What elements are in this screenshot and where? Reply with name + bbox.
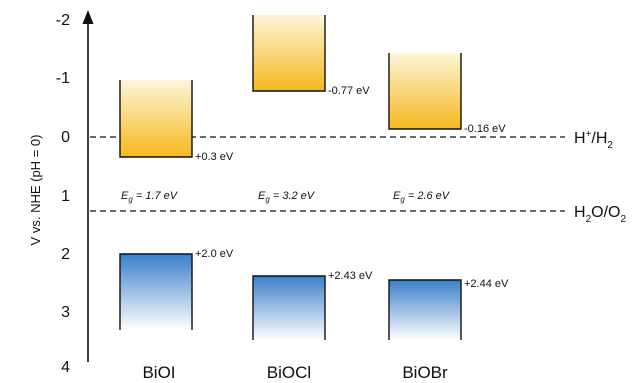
bioi-conduction-band — [120, 80, 192, 157]
bioi-band-gap-label: Eg = 1.7 eV — [121, 190, 179, 204]
biobr-valence-band — [389, 280, 461, 340]
biocl-material-label: BiOCl — [267, 363, 311, 382]
bioi-valence-band — [120, 254, 192, 330]
y-tick-label: -2 — [56, 12, 70, 29]
biobr-material-label: BiOBr — [402, 363, 448, 382]
biocl-valence-band — [253, 276, 325, 340]
y-tick-label: 3 — [61, 304, 70, 321]
biobr-band-gap-label: Eg = 2.6 eV — [393, 190, 451, 204]
y-tick-label: 2 — [61, 246, 70, 263]
biocl-conduction-band-outline — [252, 15, 326, 92]
y-axis-label: V vs. NHE (pH = 0) — [28, 135, 43, 246]
biobr-valence-band-outline — [388, 279, 462, 340]
biocl-cb-edge-label: -0.77 eV — [328, 85, 370, 97]
biobr-vb-edge-label: +2.44 eV — [464, 278, 509, 290]
y-tick-labels: -2 -1 0 1 2 3 4 — [56, 12, 70, 376]
y-tick-label: 1 — [61, 188, 70, 205]
h2o-o2-label: H2O/O2 — [574, 204, 626, 225]
biocl-conduction-band — [253, 15, 325, 91]
bioi-cb-edge-label: +0.3 eV — [195, 151, 234, 163]
h-plus-h2-label: H+/H2 — [574, 129, 613, 151]
bioi-conduction-band-outline — [119, 80, 193, 158]
bioi-vb-edge-label: +2.0 eV — [195, 248, 234, 260]
biocl-vb-edge-label: +2.43 eV — [328, 270, 373, 282]
y-tick-label: 0 — [61, 129, 70, 146]
biocl-group: -0.77 eV +2.43 eV Eg = 3.2 eV BiOCl — [252, 15, 373, 382]
y-tick-label: -1 — [56, 70, 70, 87]
biobr-conduction-band — [389, 53, 461, 129]
bioi-valence-band-outline — [119, 253, 193, 330]
biocl-band-gap-label: Eg = 3.2 eV — [258, 190, 316, 204]
biocl-valence-band-outline — [252, 275, 326, 340]
biobr-cb-edge-label: -0.16 eV — [464, 123, 506, 135]
biobr-group: -0.16 eV +2.44 eV Eg = 2.6 eV BiOBr — [388, 53, 509, 382]
bioi-material-label: BiOI — [142, 363, 175, 382]
y-tick-label: 4 — [61, 359, 70, 376]
bioi-group: +0.3 eV +2.0 eV Eg = 1.7 eV BiOI — [119, 80, 234, 382]
y-axis-arrowhead — [82, 10, 94, 24]
biobr-conduction-band-outline — [388, 53, 462, 130]
